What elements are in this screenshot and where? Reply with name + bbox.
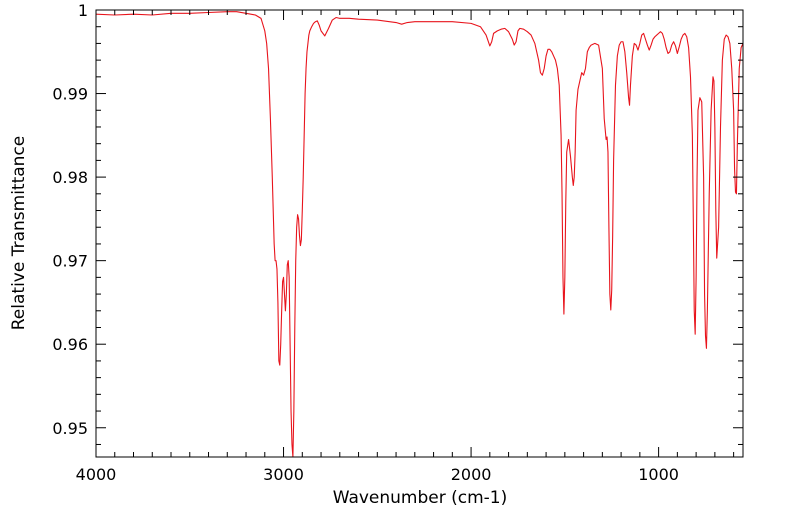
x-tick-label: 4000 [76,465,117,484]
x-tick-label: 3000 [263,465,304,484]
spectrum-series-line [96,11,743,457]
y-axis: 1 0.99 0.98 0.97 0.96 0.95 [52,1,743,445]
y-tick-label: 0.95 [52,419,88,438]
y-tick-label: 1 [78,1,88,20]
plot-area [96,11,743,457]
x-axis-title: Wavenumber (cm-1) [333,488,508,508]
x-axis: 4000 3000 2000 1000 [76,10,735,484]
axes-frame [95,9,744,458]
y-tick-label: 0.99 [52,85,88,104]
x-tick-label: 2000 [451,465,492,484]
plot-frame [95,9,744,458]
y-axis-title: Relative Transmittance [9,136,29,331]
x-tick-label: 1000 [638,465,679,484]
y-tick-label: 0.98 [52,168,88,187]
y-tick-label: 0.97 [52,252,88,271]
y-tick-label: 0.96 [52,335,88,354]
